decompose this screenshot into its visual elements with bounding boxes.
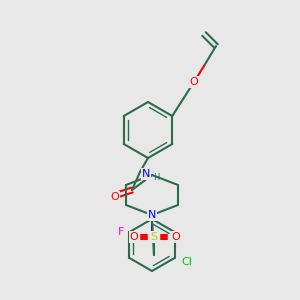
- Text: N: N: [142, 169, 150, 179]
- Text: O: O: [130, 232, 138, 242]
- Text: O: O: [190, 77, 198, 87]
- Text: O: O: [111, 192, 119, 202]
- Text: O: O: [172, 232, 180, 242]
- Text: S: S: [150, 232, 158, 242]
- Text: Cl: Cl: [181, 257, 192, 267]
- Text: H: H: [153, 172, 159, 182]
- Text: F: F: [118, 227, 125, 237]
- Text: N: N: [148, 210, 156, 220]
